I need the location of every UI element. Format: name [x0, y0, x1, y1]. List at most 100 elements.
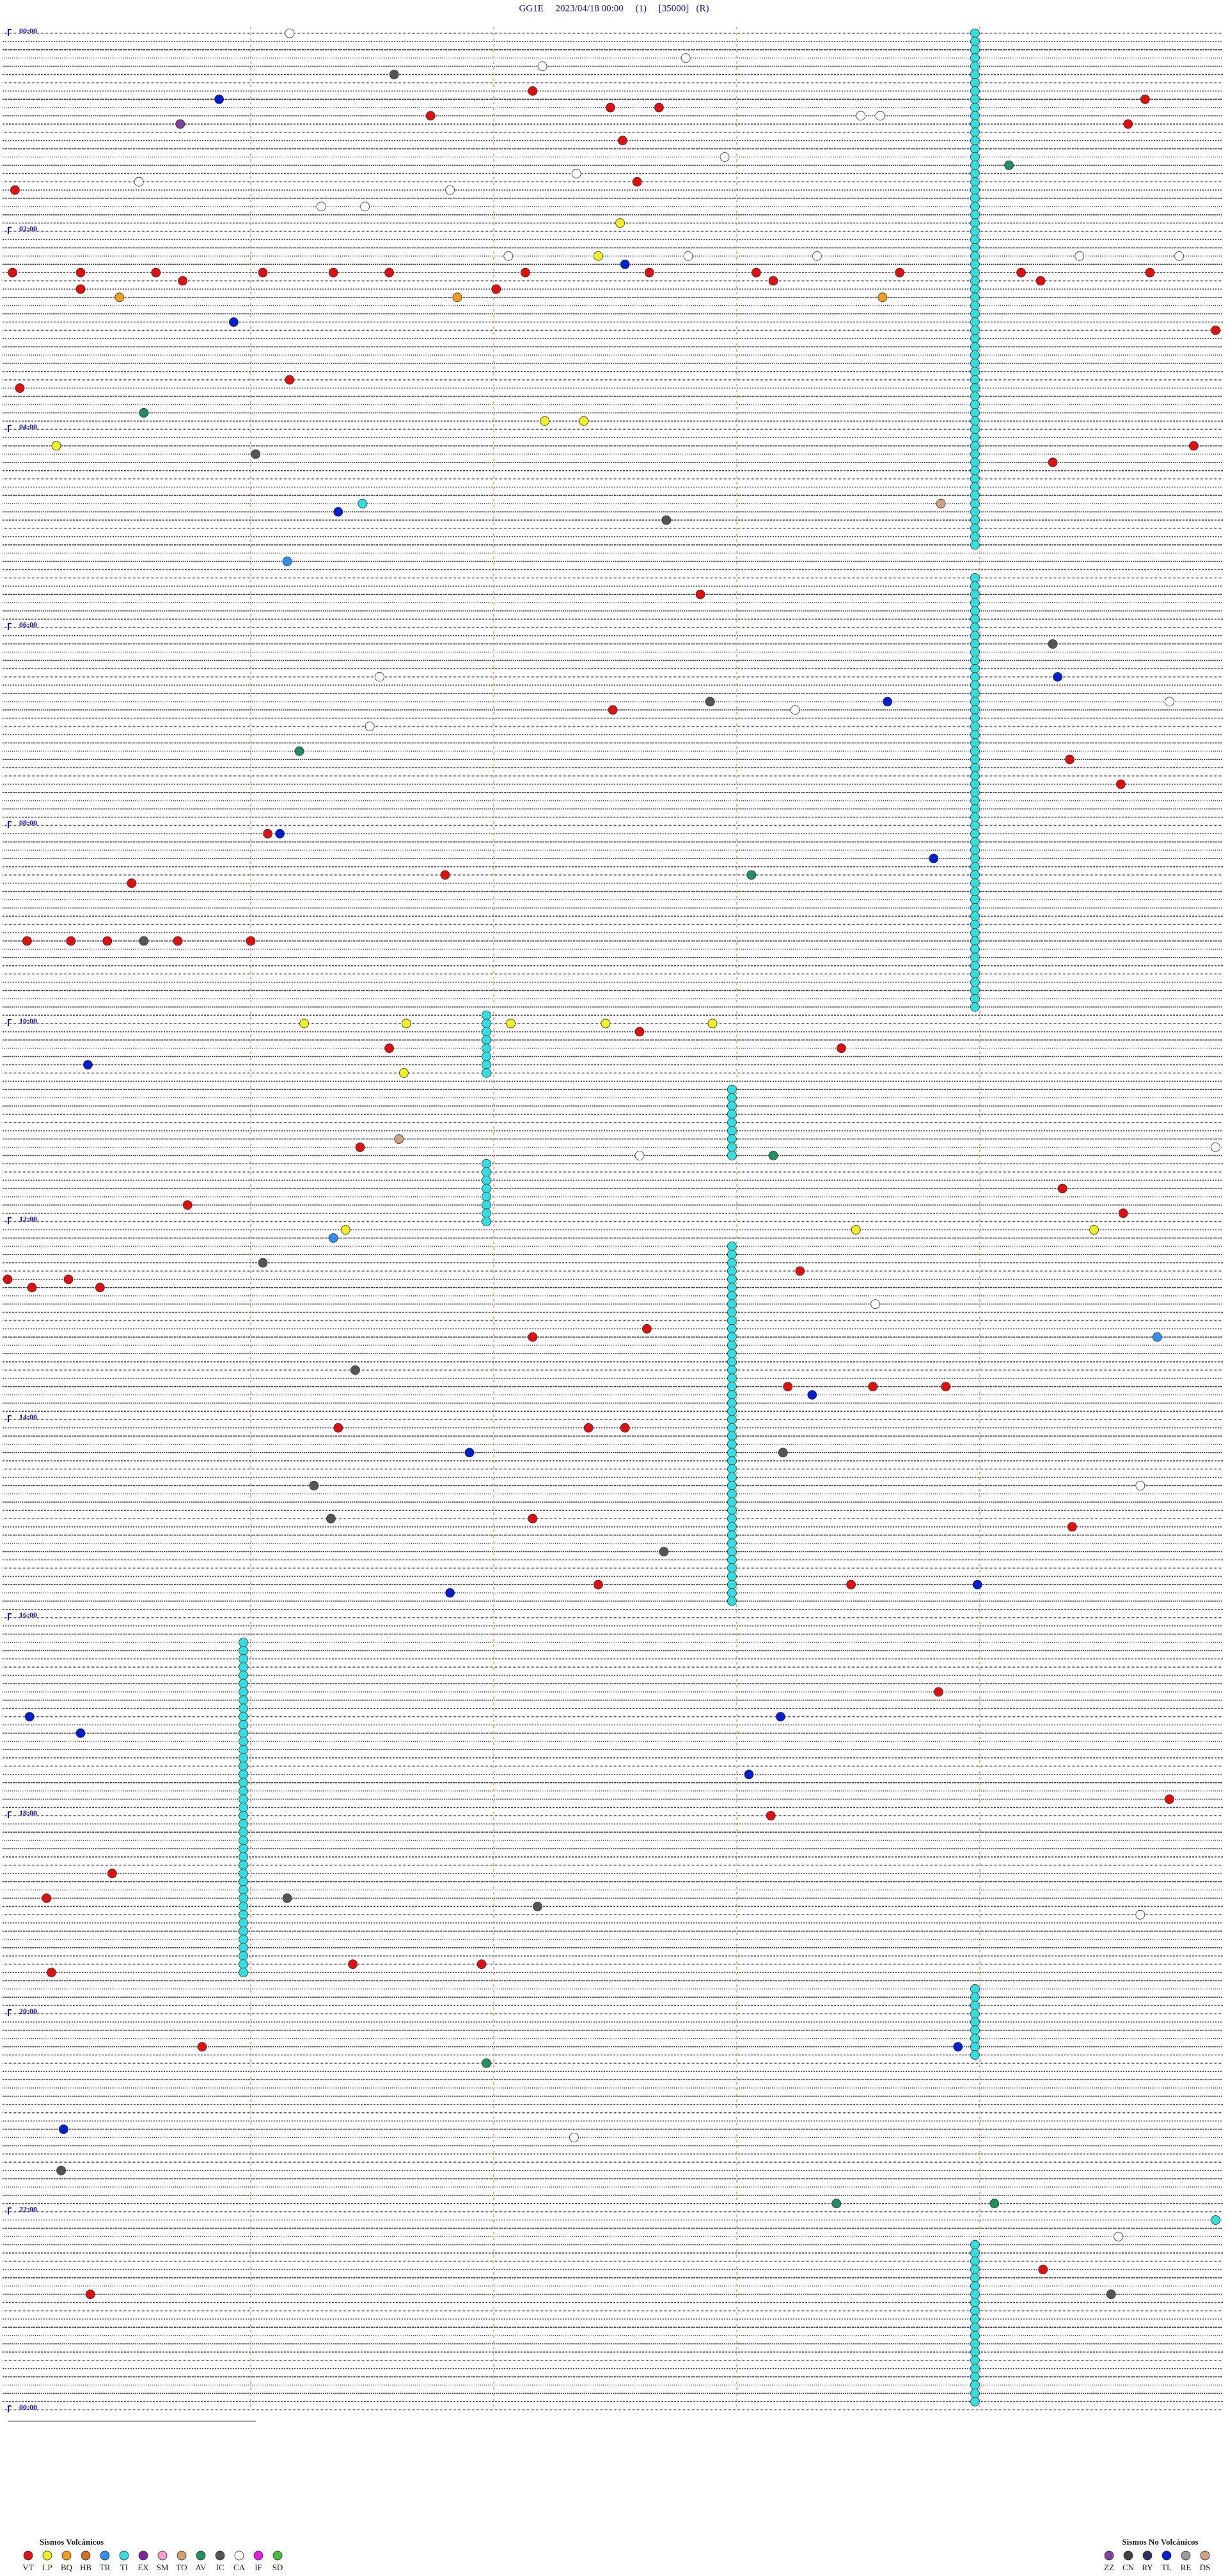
event-marker [601, 1018, 611, 1029]
event-marker [1211, 326, 1220, 335]
event-marker [1211, 2215, 1220, 2225]
legend-code: TR [100, 2563, 111, 2572]
event-marker [856, 111, 866, 121]
tremor-marker [970, 160, 980, 170]
tremor-marker [727, 1414, 737, 1425]
event-marker [783, 1382, 793, 1392]
tremor-marker [970, 474, 980, 484]
tremor-marker [970, 400, 980, 409]
event-marker [10, 185, 20, 195]
event-marker [934, 1687, 943, 1697]
legend-swatch [157, 2550, 168, 2561]
tremor-marker [970, 853, 980, 864]
tremor-marker [970, 168, 980, 178]
tremor-marker [970, 424, 980, 434]
legend-swatch [196, 2550, 206, 2561]
tremor-marker [727, 1315, 737, 1325]
tremor-marker [970, 53, 980, 63]
tremor-marker [970, 218, 980, 228]
hour-label: 10:00 [19, 1016, 37, 1025]
hour-label: 16:00 [19, 1611, 37, 1620]
tremor-marker [970, 2364, 980, 2374]
event-marker [333, 1423, 343, 1433]
event-marker [695, 589, 705, 599]
tremor-marker [970, 928, 980, 938]
event-marker [258, 267, 268, 278]
tremor-marker [970, 2396, 980, 2406]
event-marker [752, 267, 761, 278]
tremor-marker [970, 391, 980, 401]
tremor-marker [970, 903, 980, 913]
event-marker [127, 878, 137, 889]
tremor-marker [727, 1283, 737, 1293]
tremor-marker [970, 466, 980, 476]
tremor-marker [727, 1291, 737, 1301]
event-marker [528, 1513, 538, 1524]
title: GG1E 2023/04/18 00:00 (1) [35000] (R) [519, 3, 709, 13]
event-marker [618, 136, 627, 146]
tremor-marker [970, 259, 980, 269]
tremor-marker [970, 1984, 980, 1994]
tremor-marker [727, 1126, 737, 1136]
event-marker [540, 416, 550, 426]
tremor-marker [970, 45, 980, 55]
tremor-marker [970, 28, 980, 38]
hour-label: 04:00 [19, 422, 37, 431]
legend-swatch [253, 2550, 264, 2561]
tremor-marker [482, 1018, 491, 1029]
event-marker [768, 1151, 778, 1160]
events [3, 28, 1220, 2406]
event-marker [27, 1283, 37, 1293]
tremor-marker [970, 491, 980, 500]
tremor-marker [727, 1473, 737, 1482]
tremor-marker [727, 1266, 737, 1276]
event-marker [214, 94, 224, 104]
tremor-marker [239, 1968, 249, 1977]
event-marker [464, 1448, 475, 1458]
event-marker [533, 1901, 542, 1911]
event-marker [282, 1893, 292, 1903]
legend-code: AV [195, 2563, 207, 2572]
tremor-marker [970, 688, 980, 699]
tremor-marker [970, 498, 980, 509]
tremor-marker [727, 1423, 737, 1433]
event-marker [868, 1382, 878, 1392]
event-marker [521, 267, 530, 278]
tremor-marker [970, 350, 980, 360]
event-marker [790, 705, 800, 715]
tremor-marker [727, 1555, 737, 1565]
hour-label: 22:00 [19, 2204, 37, 2213]
tremor-marker [970, 2305, 980, 2316]
tremor-marker [727, 1142, 737, 1152]
tremor-marker [970, 606, 980, 616]
tremor-marker [239, 1670, 249, 1680]
tremor-marker [239, 1703, 249, 1714]
event-marker [620, 1423, 630, 1433]
tremor-marker [239, 1761, 249, 1771]
tremor-marker [239, 1835, 249, 1845]
event-marker [365, 722, 375, 731]
tremor-marker [239, 1695, 249, 1705]
event-marker [328, 267, 338, 278]
tremor-marker [970, 656, 980, 665]
tremor-marker [727, 1308, 737, 1317]
legend-swatch [1200, 2550, 1210, 2561]
event-marker [746, 870, 757, 880]
legend-code: TO [176, 2563, 187, 2572]
legend-swatch [215, 2550, 225, 2561]
event-marker [139, 408, 149, 418]
tremor-marker [970, 375, 980, 385]
event-marker [620, 259, 630, 269]
tremor-marker [482, 1060, 491, 1070]
tremor-marker [727, 1489, 737, 1499]
legend-swatch [272, 2550, 283, 2561]
event-marker [1114, 2231, 1123, 2241]
event-marker [1123, 119, 1133, 129]
event-marker [1038, 2264, 1048, 2275]
tremor-marker [970, 1992, 980, 2002]
event-marker [1089, 1225, 1099, 1235]
tremor-marker [970, 878, 980, 889]
tremor-marker [239, 1959, 249, 1970]
